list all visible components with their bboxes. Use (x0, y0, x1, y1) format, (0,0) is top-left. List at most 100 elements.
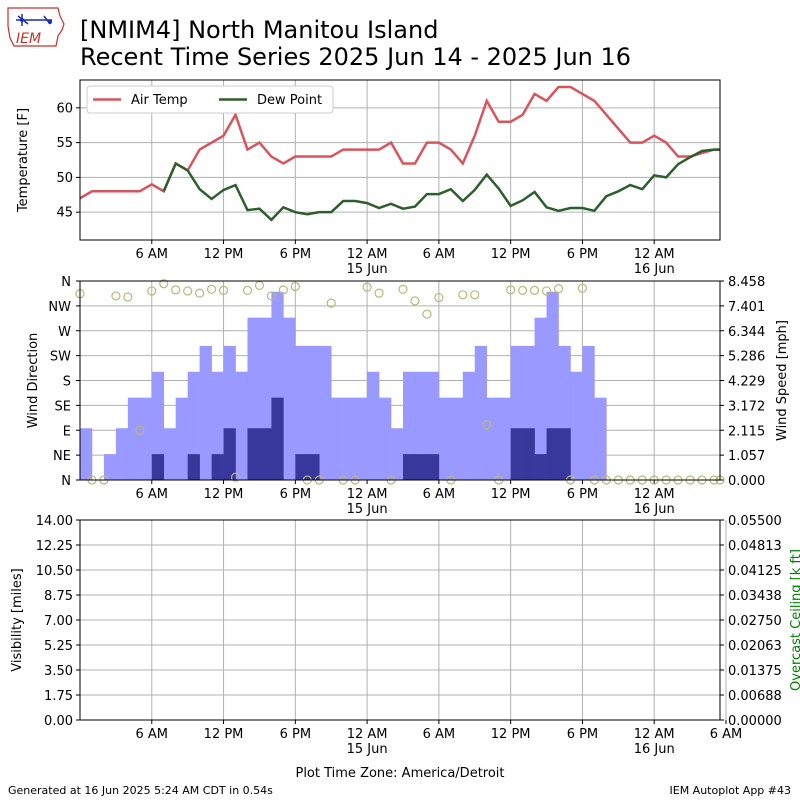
wind-direction-point (482, 420, 492, 430)
wind-gust-bar (151, 371, 165, 480)
wind-speed-tick-label: 0.000 (728, 474, 765, 489)
svg-text:IEM: IEM (16, 31, 41, 47)
wind-speed-bar (546, 428, 559, 480)
iem-logo: IEM (6, 6, 66, 52)
wind-gust-bar (486, 397, 499, 480)
wind-speed-bar (534, 454, 547, 480)
wind-x-tick-label: 12 PM (491, 487, 531, 502)
wind-gust-bar (414, 371, 428, 480)
wind-dir-tick-label: N (61, 474, 71, 489)
vis-y-tick-label: 5.25 (44, 639, 73, 654)
wind-direction-point (111, 291, 121, 301)
wind-direction-point (183, 286, 193, 296)
wind-gust-bar (355, 397, 368, 480)
wind-dir-tick-label: SW (50, 350, 71, 365)
legend-dew-point-label: Dew Point (257, 93, 322, 108)
wind-gust-bar (534, 317, 547, 480)
wind-speed-tick-label: 8.458 (728, 275, 765, 290)
wind-dir-tick-label: N (61, 275, 71, 290)
wind-direction-point (470, 290, 480, 300)
wind-speed-bar (558, 428, 571, 480)
ceiling-tick-label: 0.00000 (728, 714, 782, 729)
wind-speed-tick-label: 7.401 (728, 300, 765, 315)
wind-gust-bar (582, 345, 595, 480)
wind-gust-bar (115, 428, 129, 480)
temp-y-axis-label: Temperature [F] (16, 108, 31, 213)
wind-direction-point (410, 296, 420, 306)
wind-x-tick-label: 6 PM (280, 487, 311, 502)
ceiling-tick-label: 0.04813 (728, 539, 782, 554)
wind-direction-point (434, 292, 444, 303)
wind-speed-bar (522, 428, 535, 480)
legend-air-temp-label: Air Temp (131, 93, 188, 108)
wind-direction-point (230, 472, 241, 482)
vis-y-tick-label: 0.00 (44, 714, 73, 729)
temp-y-tick-label: 50 (56, 171, 73, 186)
vis-x-tick-label: 16 Jun (634, 742, 675, 757)
vis-y-tick-label: 1.75 (44, 689, 73, 704)
wind-direction-axis-label: Wind Direction (26, 333, 41, 429)
wind-x-tick-label: 12 PM (204, 487, 244, 502)
vis-x-tick-label: 12 PM (204, 727, 244, 742)
wind-speed-tick-label: 6.344 (728, 325, 765, 340)
wind-direction-point (123, 292, 133, 302)
wind-speed-tick-label: 3.172 (728, 399, 765, 414)
wind-direction-point (266, 291, 277, 301)
temp-plot-frame (79, 79, 721, 241)
wind-direction-point (171, 285, 181, 295)
wind-speed-bar (187, 454, 200, 480)
wind-direction-point (159, 279, 169, 289)
ceiling-axis-label: Overcast Ceiling [k ft] (789, 549, 800, 691)
temp-legend: Air Temp Dew Point (86, 85, 334, 114)
wind-direction-point (541, 286, 552, 296)
wind-gust-bar (199, 345, 212, 480)
vis-y-tick-label: 7.00 (44, 614, 73, 629)
visibility-axis-label: Visibility [miles] (10, 568, 25, 671)
wind-gust-bar (139, 397, 153, 480)
wind-gust-bar (211, 371, 224, 480)
vis-x-tick-label: 6 AM (423, 727, 456, 742)
wind-gust-bar (498, 397, 511, 480)
wind-direction-point (553, 284, 564, 294)
wind-direction-point (529, 285, 540, 295)
wind-direction-point (398, 284, 408, 294)
temp-y-tick-label: 55 (56, 136, 73, 151)
wind-dir-tick-label: S (63, 375, 71, 390)
wind-dir-tick-label: SE (55, 399, 71, 414)
wind-gust-bar (235, 371, 248, 480)
ceiling-tick-label: 0.00688 (728, 689, 782, 704)
wind-gust-bar (594, 397, 607, 480)
dew-point-line (162, 148, 720, 222)
wind-speed-bar (247, 428, 260, 480)
wind-gust-bar (187, 371, 200, 480)
wind-dir-tick-label: E (63, 424, 71, 439)
vis-y-tick-label: 10.50 (36, 564, 73, 579)
wind-direction-point (518, 285, 528, 295)
chart-title: [NMIM4] North Manitou Island Recent Time… (80, 17, 631, 71)
vis-x-tick-label: 6 PM (280, 727, 311, 742)
wind-gust-bar (331, 397, 344, 480)
wind-gust-bar (570, 371, 583, 480)
temp-x-tick-label: 12 PM (491, 247, 531, 262)
wind-speed-bar (307, 454, 320, 480)
wind-dir-tick-label: NE (53, 449, 71, 464)
temp-x-tick-label: 6 PM (280, 247, 311, 262)
legend-box (86, 85, 334, 114)
wind-direction-point (374, 288, 384, 298)
temp-x-tick-label: 6 AM (136, 247, 169, 262)
wind-direction-point (242, 285, 253, 295)
ceiling-tick-label: 0.05500 (728, 514, 782, 529)
wind-speed-bar (259, 428, 272, 480)
wind-direction-point (506, 285, 516, 295)
wind-gust-bar (438, 397, 452, 480)
wind-speed-bar (223, 428, 236, 480)
wind-gust-bar (379, 397, 392, 480)
temp-y-tick-label: 45 (56, 206, 73, 221)
wind-direction-point (458, 290, 468, 300)
wind-speed-bar (211, 454, 224, 480)
temp-x-tick-label: 15 Jun (347, 262, 388, 277)
wind-gust-bar (295, 345, 308, 480)
vis-x-tick-label: 6 PM (567, 727, 598, 742)
wind-x-tick-label: 6 PM (567, 487, 598, 502)
